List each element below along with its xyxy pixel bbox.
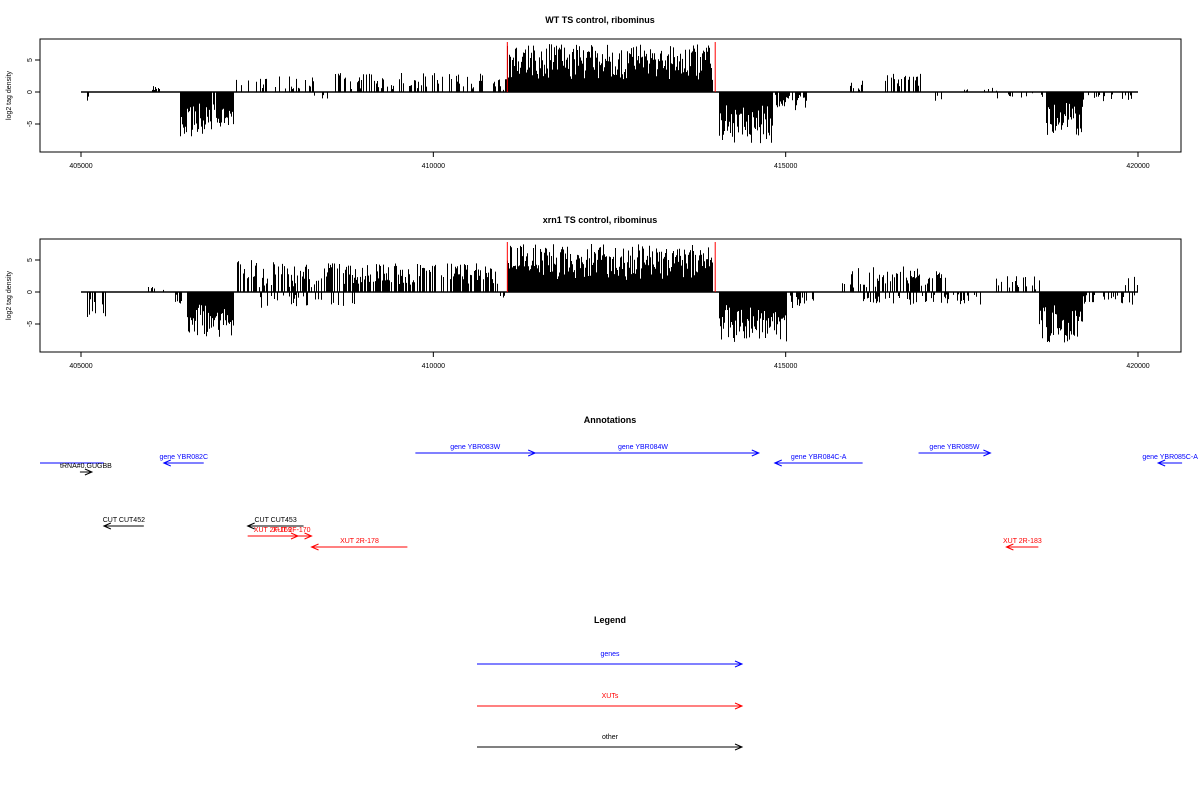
x-tick-label: 415000: [774, 363, 797, 370]
annotation-feature: gene YBR084C-A: [773, 454, 863, 467]
feature-label: XUT 2F-170: [273, 527, 311, 534]
arrowhead: [773, 459, 782, 467]
legend-title: Legend: [594, 615, 626, 625]
legend-item-XUTs: XUTs: [477, 693, 744, 710]
feature-label: gene YBR085C-A: [1142, 454, 1198, 461]
annotation-feature: tRNA#0.GUGBB: [60, 463, 112, 476]
x-tick-label: 415000: [774, 163, 797, 170]
annotation-feature: XUT 2R-178: [310, 538, 408, 551]
annotation-feature: XUT 2F-170: [271, 527, 313, 540]
annotation-feature: CUT CUT453: [246, 517, 304, 530]
y-tick-label: 5: [27, 58, 34, 62]
legend-label: genes: [600, 651, 620, 658]
feature-label: CUT CUT452: [103, 517, 145, 524]
feature-label: gene YBR084C-A: [791, 454, 847, 461]
arrowhead: [246, 522, 255, 530]
annotations-panel: Annotations tRNA#0.GUGBB gene YBR082C gene …: [40, 415, 1198, 551]
feature-label: XUT 2R-183: [1003, 538, 1042, 545]
annotation-feature: gene YBR082C: [159, 454, 208, 467]
annotation-feature: XUT 2R-183: [1003, 538, 1042, 551]
annotation-feature: CUT CUT452: [102, 517, 145, 530]
y-tick-label: 5: [27, 258, 34, 262]
legend-item-genes: genes: [477, 651, 744, 668]
arrowhead: [734, 702, 744, 710]
arrowhead: [304, 532, 313, 540]
y-tick-label: 0: [27, 90, 34, 94]
feature-label: gene YBR082C: [159, 454, 208, 461]
y-tick-label: 0: [27, 290, 34, 294]
legend-label: other: [602, 734, 619, 741]
legend-item-other: other: [477, 734, 744, 751]
feature-label: tRNA#0.GUGBB: [60, 463, 112, 470]
annotation-feature: gene YBR084W: [527, 444, 761, 457]
plot-frame: [39, 238, 1182, 353]
arrowhead: [751, 449, 761, 457]
annotations-title: Annotations: [584, 415, 637, 425]
legend-label: XUTs: [602, 693, 619, 700]
panel-title: xrn1 TS control, ribominus: [543, 215, 658, 225]
legend-panel: Legend genes XUTs other: [477, 615, 744, 751]
arrowhead: [1005, 543, 1014, 551]
y-axis-label: log2 tag density: [6, 70, 13, 120]
feature-label: CUT CUT453: [254, 517, 296, 524]
signal-bars: [87, 44, 1132, 144]
plot-frame: [39, 38, 1182, 153]
signal-bars: [87, 244, 1138, 343]
arrowhead: [102, 522, 112, 530]
arrowhead: [734, 743, 744, 751]
arrowhead: [84, 468, 94, 476]
arrowhead: [1156, 459, 1166, 467]
track-panel-2: xrn1 TS control, ribominus log2 tag densi…: [6, 215, 1182, 370]
arrowhead: [310, 543, 319, 551]
annotation-feature: gene YBR085W: [918, 444, 992, 457]
y-tick-label: -5: [27, 321, 34, 327]
x-tick-label: 420000: [1126, 363, 1149, 370]
annotation-feature: gene YBR083W: [415, 444, 537, 457]
x-tick-label: 410000: [422, 363, 445, 370]
feature-label: gene YBR083W: [450, 444, 500, 451]
arrowhead: [734, 660, 744, 668]
y-axis-label: log2 tag density: [6, 270, 13, 320]
y-tick-label: -5: [27, 121, 34, 127]
panel-title: WT TS control, ribominus: [545, 15, 655, 25]
feature-label: gene YBR085W: [929, 444, 979, 451]
x-tick-label: 405000: [69, 163, 92, 170]
x-tick-label: 405000: [69, 363, 92, 370]
annotation-feature: gene YBR085C-A: [1142, 454, 1198, 467]
arrowhead: [983, 449, 992, 457]
x-tick-label: 420000: [1126, 163, 1149, 170]
feature-label: gene YBR084W: [618, 444, 668, 451]
feature-label: XUT 2R-178: [340, 538, 379, 545]
track-panel-1: WT TS control, ribominus log2 tag density…: [6, 15, 1182, 170]
arrowhead: [162, 459, 171, 467]
feature-label: XUT 2F-169: [254, 527, 292, 534]
x-tick-label: 410000: [422, 163, 445, 170]
